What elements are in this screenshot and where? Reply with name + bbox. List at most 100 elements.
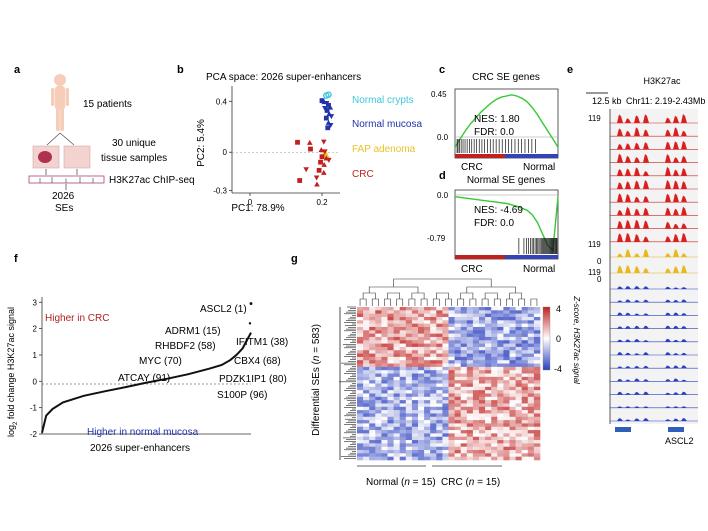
heatmap-cell bbox=[387, 310, 394, 314]
split-arrow-left bbox=[46, 132, 61, 146]
heatmap-cell bbox=[436, 366, 443, 371]
heatmap-cell bbox=[485, 323, 492, 328]
heatmap-cell bbox=[430, 403, 437, 408]
heatmap-cell bbox=[472, 410, 480, 414]
heatmap-cell bbox=[515, 396, 522, 401]
heatmap-cell bbox=[479, 363, 486, 368]
heatmap-cell bbox=[466, 353, 474, 358]
heatmap-cell bbox=[479, 310, 486, 314]
heatmap-cell bbox=[411, 336, 419, 341]
heatmap-cell bbox=[521, 316, 529, 321]
heatmap-cell bbox=[375, 383, 382, 388]
heatmap-cell bbox=[424, 310, 431, 314]
heatmap-cell bbox=[527, 323, 535, 328]
heatmap-cell bbox=[418, 423, 425, 428]
heatmap-cell bbox=[411, 376, 419, 381]
heatmap-cell bbox=[491, 336, 498, 341]
pca-point bbox=[323, 115, 329, 121]
dendrogram-link bbox=[445, 298, 452, 306]
heatmap-cell bbox=[442, 360, 449, 364]
heatmap-cell bbox=[503, 416, 510, 421]
heatmap-cell bbox=[515, 316, 522, 321]
panel-c: c CRC SE genes 0.45 0.0 NES: 1.80 FDR: 0… bbox=[431, 64, 559, 173]
heatmap-cell bbox=[411, 450, 419, 454]
heatmap-cell bbox=[387, 443, 394, 447]
heatmap-cell bbox=[515, 330, 522, 334]
heatmap-cell bbox=[454, 413, 461, 418]
heatmap-cell bbox=[491, 323, 498, 328]
track-peak bbox=[625, 419, 631, 421]
heatmap-cell bbox=[393, 366, 400, 371]
track-peak bbox=[665, 236, 671, 242]
heatmap-cell bbox=[436, 326, 443, 331]
heatmap-cell bbox=[424, 313, 431, 318]
heatmap-cell bbox=[393, 383, 400, 388]
heatmap-cell bbox=[491, 393, 498, 398]
heatmap-cell bbox=[405, 403, 413, 408]
heatmap-cell bbox=[436, 413, 443, 418]
heatmap-cell bbox=[466, 313, 474, 318]
heatmap-cell bbox=[460, 340, 468, 344]
heatmap-cell bbox=[357, 336, 364, 341]
heatmap-cell bbox=[405, 456, 413, 461]
pca-plot-area: 0 0.2-0.300.4 bbox=[213, 86, 340, 207]
heatmap-cell bbox=[387, 343, 394, 348]
heatmap-cell bbox=[436, 446, 443, 451]
heatmap-cell bbox=[405, 433, 413, 438]
heatmap-cell bbox=[485, 350, 492, 354]
heatmap-cell bbox=[515, 390, 522, 394]
track-peak bbox=[634, 353, 640, 355]
track-peak bbox=[643, 154, 649, 163]
track-tick-0-b: 0 bbox=[597, 275, 602, 284]
heatmap-cell bbox=[497, 310, 504, 314]
heatmap-cell bbox=[387, 400, 394, 404]
track-peak bbox=[625, 194, 631, 203]
colorbar-mid: 0 bbox=[556, 334, 561, 344]
heatmap-cell bbox=[436, 393, 443, 398]
track-peak bbox=[617, 391, 623, 395]
pca-point bbox=[318, 159, 323, 165]
heatmap-cell bbox=[533, 323, 541, 328]
heatmap-cell bbox=[381, 376, 388, 381]
heatmap-cell bbox=[479, 353, 486, 358]
heatmap-cell bbox=[503, 386, 510, 391]
heatmap-cell bbox=[454, 456, 461, 461]
heatmap-ylabel: Differential SEs (n = 583) bbox=[311, 324, 322, 436]
heatmap-cell bbox=[369, 313, 376, 318]
panel-letter-d: d bbox=[439, 170, 446, 182]
heatmap-cell bbox=[521, 456, 529, 461]
heatmap-cell bbox=[515, 343, 522, 348]
heatmap-cells bbox=[357, 307, 541, 461]
heatmap-cell bbox=[381, 443, 388, 447]
heatmap-cell bbox=[515, 356, 522, 361]
heatmap-cell bbox=[509, 426, 516, 431]
heatmap-cell bbox=[533, 316, 541, 321]
heatmap-cell bbox=[442, 373, 449, 378]
pca-point bbox=[297, 178, 303, 183]
heatmap-cell bbox=[521, 430, 529, 434]
heatmap-cell bbox=[466, 413, 474, 418]
heatmap-cell bbox=[387, 326, 394, 331]
heatmap-cell bbox=[418, 356, 425, 361]
heatmap-cell bbox=[454, 356, 461, 361]
heatmap-cell bbox=[454, 363, 461, 368]
heatmap-cell bbox=[436, 436, 443, 441]
heatmap-cell bbox=[479, 330, 486, 334]
gene-label-adrm1: ADRM1 (15) bbox=[165, 326, 221, 337]
heatmap-cell bbox=[533, 403, 541, 408]
heatmap-cell bbox=[479, 360, 486, 364]
heatmap-cell bbox=[424, 423, 431, 428]
heatmap-cell bbox=[393, 440, 400, 444]
heatmap-cell bbox=[369, 316, 376, 321]
track-peak bbox=[643, 299, 649, 303]
heatmap-cell bbox=[430, 386, 437, 391]
heatmap-cell bbox=[479, 326, 486, 331]
heatmap-cell bbox=[497, 307, 504, 311]
heatmap-cell bbox=[369, 383, 376, 388]
heatmap-cell bbox=[479, 356, 486, 361]
gsea-c-hit-bars bbox=[456, 139, 536, 153]
heatmap-cell bbox=[399, 376, 407, 381]
heatmap-cell bbox=[515, 336, 522, 341]
track-peak bbox=[643, 114, 649, 123]
